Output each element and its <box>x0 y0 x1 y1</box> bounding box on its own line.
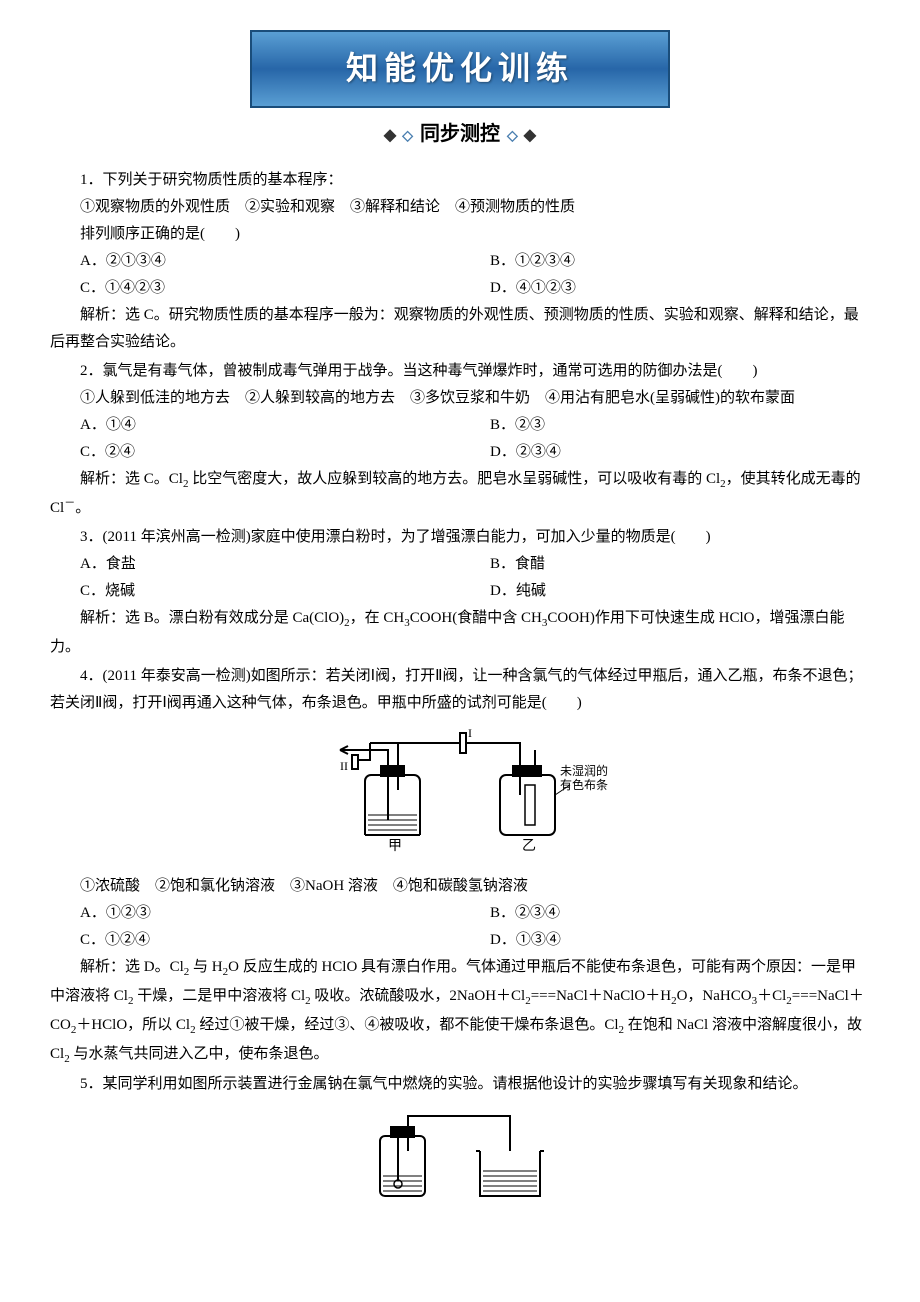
strip-label-2: 有色布条 <box>560 778 608 792</box>
valve-II-label: II <box>340 759 348 773</box>
q2-stem: 2．氯气是有毒气体，曾被制成毒气弹用于战争。当这种毒气弹爆炸时，通常可选用的防御… <box>50 358 870 385</box>
q2-exp-1: 解析：选 C。Cl <box>80 471 183 487</box>
q4-exp-11: 经过①被干燥，经过③、④被吸收，都不能使干燥布条退色。Cl <box>196 1017 619 1033</box>
q1-options-row2: C．①④②③ D．④①②③ <box>50 275 870 302</box>
q1-prompt: 排列顺序正确的是( ) <box>50 221 870 248</box>
q3-options-row1: A．食盐 B．食醋 <box>50 551 870 578</box>
sq-r: ◇ <box>507 129 518 144</box>
q4-exp-13: 与水蒸气共同进入乙中，使布条退色。 <box>70 1046 329 1062</box>
q4-exp-1: 解析：选 D。Cl <box>80 959 184 975</box>
q3-exp-2: ，在 CH <box>350 610 405 626</box>
q4-figure: I II 未湿润的 有色布条 甲 乙 <box>50 725 870 865</box>
q4-optC: C．①②④ <box>50 927 460 954</box>
q4-exp-5: 吸收。浓硫酸吸水，2NaOH＋Cl <box>311 988 526 1004</box>
q1-items: ①观察物质的外观性质 ②实验和观察 ③解释和结论 ④预测物质的性质 <box>50 194 870 221</box>
q3-exp-1: 解析：选 B。漂白粉有效成分是 Ca(ClO) <box>80 610 344 626</box>
q3-exp-3: COOH(食醋中含 CH <box>410 610 542 626</box>
q1-explain: 解析：选 C。研究物质性质的基本程序一般为：观察物质的外观性质、预测物质的性质、… <box>50 302 870 356</box>
jia-label: 甲 <box>388 839 402 854</box>
sq-l: ◇ <box>402 129 413 144</box>
q4-optB: B．②③④ <box>460 900 870 927</box>
valve-I-label: I <box>468 726 472 740</box>
q4-optD: D．①③④ <box>460 927 870 954</box>
q2-optD: D．②③④ <box>460 439 870 466</box>
q2-optB: B．②③ <box>460 412 870 439</box>
q3-stem: 3．(2011 年滨州高一检测)家庭中使用漂白粉时，为了增强漂白能力，可加入少量… <box>50 524 870 551</box>
q2-items: ①人躲到低洼的地方去 ②人躲到较高的地方去 ③多饮豆浆和牛奶 ④用沾有肥皂水(呈… <box>50 385 870 412</box>
q4-exp-7: O，NaHCO <box>677 988 752 1004</box>
q2-optC: C．②④ <box>50 439 460 466</box>
q4-items: ①浓硫酸 ②饱和氯化钠溶液 ③NaOH 溶液 ④饱和碳酸氢钠溶液 <box>50 873 870 900</box>
q1-options-row1: A．②①③④ B．①②③④ <box>50 248 870 275</box>
q4-exp-10: ＋HClO，所以 Cl <box>76 1017 190 1033</box>
sub-banner-text: 同步测控 <box>420 123 500 145</box>
q4-options-row2: C．①②④ D．①③④ <box>50 927 870 954</box>
diamond-right: ◆ <box>524 127 536 144</box>
q1-optD: D．④①②③ <box>460 275 870 302</box>
q3-options-row2: C．烧碱 D．纯碱 <box>50 578 870 605</box>
q1-optC: C．①④②③ <box>50 275 460 302</box>
q4-optA: A．①②③ <box>50 900 460 927</box>
q4-exp-6: ===NaCl＋NaClO＋H <box>531 988 671 1004</box>
diamond-left: ◆ <box>384 127 396 144</box>
q3-optB: B．食醋 <box>460 551 870 578</box>
yi-label: 乙 <box>522 838 536 854</box>
q4-exp-2: 与 H <box>189 959 222 975</box>
strip-label-1: 未湿润的 <box>560 763 608 778</box>
sup-minus: － <box>64 497 75 509</box>
q4-exp-4: 干燥，二是甲中溶液将 Cl <box>133 988 305 1004</box>
q2-explain: 解析：选 C。Cl2 比空气密度大，故人应躲到较高的地方去。肥皂水呈弱碱性，可以… <box>50 466 870 523</box>
q1-optA: A．②①③④ <box>50 248 460 275</box>
q2-options-row2: C．②④ D．②③④ <box>50 439 870 466</box>
q4-options-row1: A．①②③ B．②③④ <box>50 900 870 927</box>
q5-figure <box>50 1106 870 1226</box>
main-banner: 知能优化训练 <box>250 30 670 108</box>
q3-optD: D．纯碱 <box>460 578 870 605</box>
q5-stem: 5．某同学利用如图所示装置进行金属钠在氯气中燃烧的实验。请根据他设计的实验步骤填… <box>50 1071 870 1098</box>
q4-exp-8: ＋Cl <box>757 988 786 1004</box>
q4-explain: 解析：选 D。Cl2 与 H2O 反应生成的 HClO 具有漂白作用。气体通过甲… <box>50 954 870 1069</box>
q2-exp-2: 比空气密度大，故人应躲到较高的地方去。肥皂水呈弱碱性，可以吸收有毒的 Cl <box>188 471 720 487</box>
q3-optC: C．烧碱 <box>50 578 460 605</box>
q3-optA: A．食盐 <box>50 551 460 578</box>
q2-optA: A．①④ <box>50 412 460 439</box>
q1-stem: 1．下列关于研究物质性质的基本程序： <box>50 167 870 194</box>
sub-banner: ◆ ◇ 同步测控 ◇ ◆ <box>50 116 870 152</box>
q3-explain: 解析：选 B。漂白粉有效成分是 Ca(ClO)2，在 CH3COOH(食醋中含 … <box>50 605 870 661</box>
q2-exp-4: 。 <box>75 500 90 516</box>
q1-optB: B．①②③④ <box>460 248 870 275</box>
q2-options-row1: A．①④ B．②③ <box>50 412 870 439</box>
q4-stem: 4．(2011 年泰安高一检测)如图所示：若关闭Ⅰ阀，打开Ⅱ阀，让一种含氯气的气… <box>50 663 870 717</box>
